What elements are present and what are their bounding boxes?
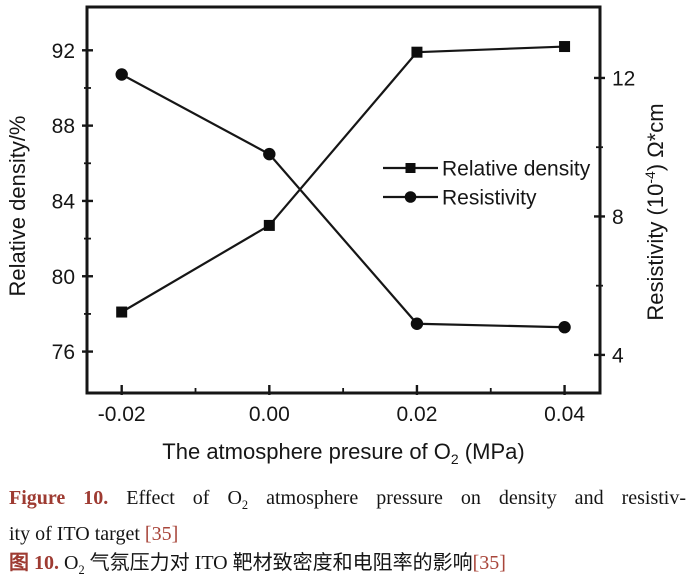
series-relative-density [116, 41, 571, 318]
right-tick-label-0: 4 [612, 344, 624, 367]
legend: Relative density Resistivity [383, 158, 591, 210]
x-tick-label-1: 0.00 [249, 403, 290, 426]
circle-marker [115, 68, 128, 81]
left-axis: 76 80 84 88 92 [52, 40, 93, 364]
right-axis: 4 8 12 [594, 67, 635, 367]
figure-number-label-en: Figure 10. [9, 487, 109, 509]
citation-ref-zh: [35] [472, 552, 506, 574]
left-tick-label-3: 88 [52, 115, 75, 138]
left-tick-label-4: 92 [52, 40, 75, 63]
square-marker [405, 163, 416, 173]
circle-marker [410, 317, 424, 330]
left-tick-label-2: 84 [52, 190, 76, 213]
caption-en-text-c: ity of ITO target [9, 523, 145, 545]
figure-caption: Figure 10. Effect of O2 atmosphere press… [9, 484, 686, 585]
legend-label-0: Relative density [442, 158, 591, 181]
right-axis-title: Resistivity (10-4) Ω*cm [642, 103, 668, 320]
left-axis-title: Relative density/% [5, 116, 30, 297]
subscript-2: 2 [241, 498, 249, 512]
x-axis: -0.02 0.00 0.02 0.04 [98, 385, 585, 426]
x-tick-label-2: 0.02 [397, 403, 438, 426]
citation-ref-en: [35] [144, 523, 179, 545]
subscript-2-zh: 2 [78, 563, 85, 577]
x-axis-title: The atmosphere presure of O2 (MPa) [162, 439, 524, 467]
caption-en-text-a: Effect of O [108, 487, 242, 509]
caption-zh-text-b: 气氛压力对 ITO 靶材致密度和电阻率的影响 [84, 552, 473, 574]
left-tick-label-1: 80 [52, 266, 75, 289]
circle-marker [263, 147, 276, 161]
legend-label-1: Resistivity [442, 187, 537, 210]
caption-zh-text-a: O [59, 552, 79, 574]
circle-marker [404, 191, 417, 203]
caption-en-line2: ity of ITO target [35] [9, 520, 686, 549]
chart: 76 80 84 88 92 4 8 12 -0.02 0.00 0.02 0.04 Relative … [5, 5, 668, 467]
x-tick-label-3: 0.04 [544, 403, 585, 426]
caption-en-line1: Figure 10. Effect of O2 atmosphere press… [9, 484, 686, 520]
line-chart-svg: 76 80 84 88 92 4 8 12 -0.02 0.00 0.02 0.04 Relative … [5, 5, 668, 467]
square-marker [411, 46, 423, 58]
right-tick-label-1: 8 [612, 206, 624, 229]
series-line-resistivity [121, 73, 565, 329]
square-marker [116, 306, 128, 318]
caption-en-text-b: atmosphere pressure on density and resis… [248, 487, 686, 509]
circle-marker [558, 321, 571, 334]
right-tick-label-2: 12 [612, 67, 635, 90]
square-marker [559, 41, 571, 53]
caption-zh-line: 图 10. O2 气氛压力对 ITO 靶材致密度和电阻率的影响[35] [9, 549, 686, 585]
figure-number-label-zh: 图 10. [9, 552, 59, 574]
square-marker [263, 219, 275, 231]
series-resistivity [115, 68, 571, 334]
x-tick-label-0: -0.02 [98, 403, 146, 426]
series-line-relative-density [121, 45, 565, 313]
left-tick-label-0: 76 [52, 341, 75, 364]
